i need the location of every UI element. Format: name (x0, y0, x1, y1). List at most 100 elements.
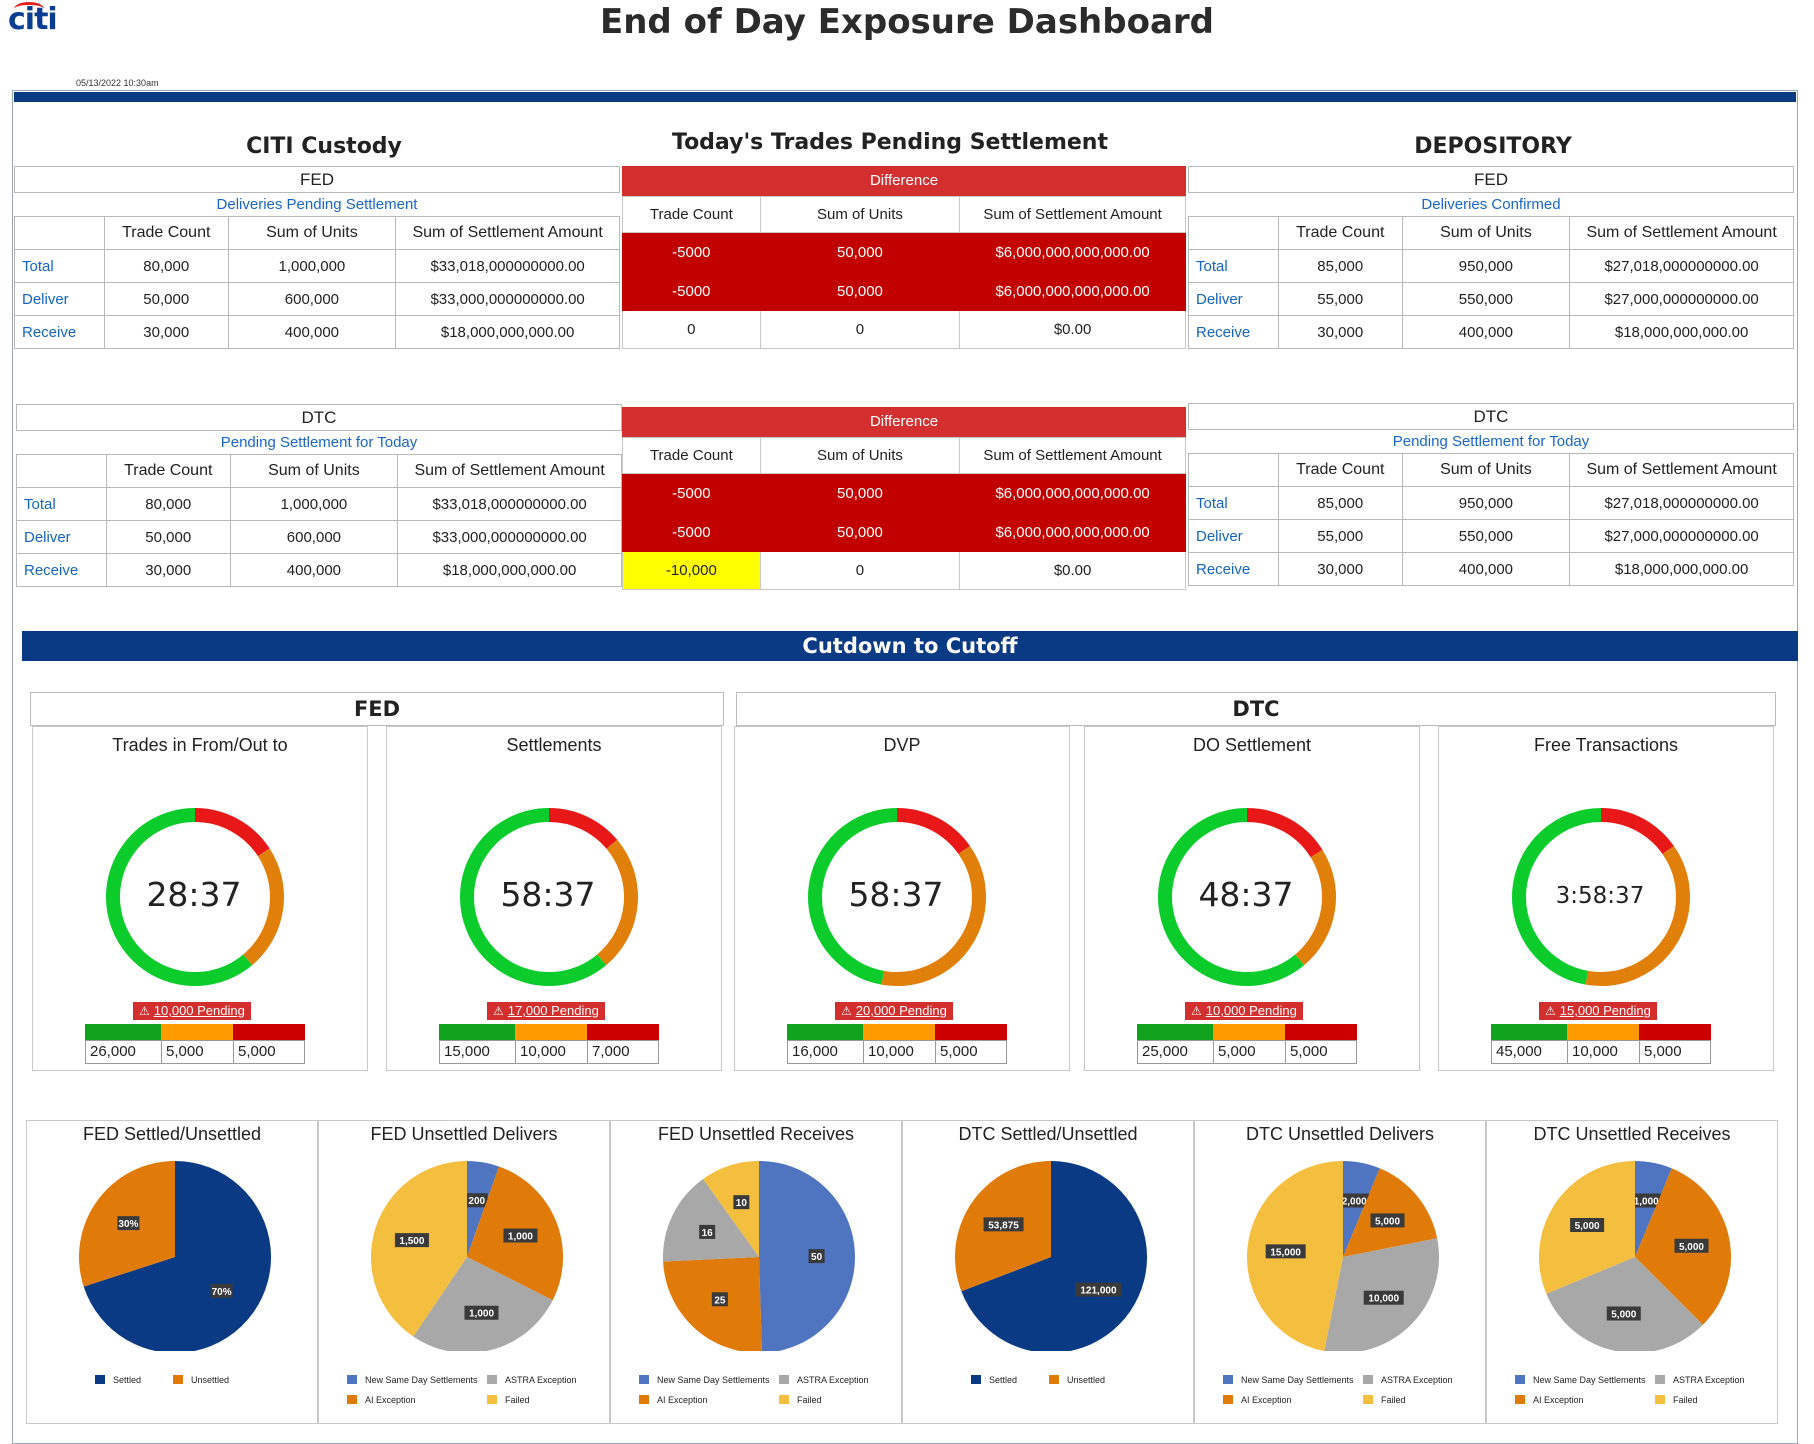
pie-chart: 50 25 16 10 (663, 1161, 855, 1351)
pending-warning-badge[interactable]: ⚠ 10,000 Pending (1185, 1002, 1303, 1020)
red-count: 5,000 (940, 1043, 978, 1060)
depository-fed-row-label[interactable]: Deliver (1188, 282, 1279, 316)
pie-slice[interactable] (1546, 1257, 1703, 1351)
pending-warning-badge[interactable]: ⚠ 15,000 Pending (1539, 1002, 1657, 1020)
pie-slice[interactable] (961, 1161, 1147, 1351)
legend-item[interactable]: AI Exception (347, 1395, 416, 1405)
legend-item[interactable]: Failed (487, 1395, 530, 1405)
status-counts: 25,000 5,000 5,000 (1137, 1040, 1357, 1064)
pending-label: 15,000 Pending (1559, 1003, 1651, 1018)
ring-segment-red (194, 808, 270, 857)
legend-item[interactable]: Failed (1655, 1395, 1698, 1405)
legend-item[interactable]: Settled (95, 1375, 141, 1385)
pie-slice[interactable] (663, 1178, 759, 1262)
pie-slice[interactable] (759, 1161, 855, 1351)
depository-dtc-row-label[interactable]: Receive (1188, 552, 1279, 586)
legend-item[interactable]: New Same Day Settlements (1223, 1375, 1354, 1385)
legend-item[interactable]: Failed (779, 1395, 822, 1405)
legend-item[interactable]: Settled (971, 1375, 1017, 1385)
table-row: Deliver 50,000 600,000 $33,000,000000000.00 (16, 520, 622, 554)
pie-slice[interactable] (467, 1161, 499, 1257)
custody-dtc-table: DTC Pending Settlement for Today Trade Cou… (16, 404, 622, 587)
legend-item[interactable]: New Same Day Settlements (639, 1375, 770, 1385)
cutoff-timer-card: Trades in From/Out to 28:37 ⚠ 10,000 Pendin… (32, 726, 368, 1071)
legend-swatch (95, 1375, 105, 1384)
fed-difference-header: Difference (622, 166, 1186, 196)
amount-cell: $0.00 (959, 551, 1186, 590)
depository-title: DEPOSITORY (1414, 134, 1572, 159)
pie-slice[interactable] (1343, 1161, 1380, 1257)
pie-slice[interactable] (703, 1161, 759, 1257)
slice-label-bg (733, 1195, 750, 1210)
slice-label: 200 (468, 1196, 485, 1207)
custody-fed-row-label[interactable]: Receive (14, 315, 105, 349)
legend-label: ASTRA Exception (1673, 1375, 1745, 1385)
timer-title: Settlements (506, 735, 602, 755)
legend-label: AI Exception (365, 1395, 416, 1405)
custody-fed-row-label[interactable]: Total (14, 249, 105, 283)
depository-dtc-row-label[interactable]: Total (1188, 486, 1279, 520)
custody-dtc-row-label[interactable]: Receive (16, 553, 107, 587)
pie-chart-card: DTC Unsettled Delivers 2,000 5,000 10,000 15… (1194, 1120, 1486, 1424)
pie-slice[interactable] (371, 1161, 467, 1337)
depository-fed-col-header: Trade Count (1277, 216, 1403, 250)
units-cell: 0 (759, 310, 961, 349)
custody-dtc-grid: DTC Pending Settlement for Today Trade Cou… (16, 404, 622, 587)
pie-slice[interactable] (83, 1161, 271, 1351)
legend-swatch (1049, 1375, 1059, 1384)
pie-chart-title: DTC Settled/Unsettled (958, 1124, 1138, 1144)
pie-slice[interactable] (1343, 1168, 1438, 1257)
slice-label: 10 (736, 1198, 748, 1209)
pending-warning-badge[interactable]: ⚠ 10,000 Pending (133, 1002, 251, 1020)
slice-label-bg (117, 1216, 140, 1231)
units-cell: 600,000 (227, 282, 397, 316)
trade-count-cell: 80,000 (105, 487, 231, 521)
pending-warning-badge[interactable]: ⚠ 20,000 Pending (835, 1002, 953, 1020)
custody-dtc-row-label[interactable]: Total (16, 487, 107, 521)
status-color-bar (85, 1024, 305, 1040)
legend-item[interactable]: AI Exception (1223, 1395, 1292, 1405)
legend-item[interactable]: Failed (1363, 1395, 1406, 1405)
report-timestamp: 05/13/2022 10:30am (76, 78, 159, 88)
units-cell: 550,000 (1401, 519, 1571, 553)
legend-item[interactable]: ASTRA Exception (779, 1375, 869, 1385)
amount-cell: $33,018,000000000.00 (395, 249, 620, 283)
countdown-ring (808, 808, 986, 986)
depository-fed-row-label[interactable]: Receive (1188, 315, 1279, 349)
legend-item[interactable]: New Same Day Settlements (347, 1375, 478, 1385)
custody-fed-row-label[interactable]: Deliver (14, 282, 105, 316)
slice-label-bg (1606, 1306, 1641, 1321)
legend-item[interactable]: AI Exception (639, 1395, 708, 1405)
trade-count-cell: 85,000 (1277, 249, 1403, 283)
pending-warning-badge[interactable]: ⚠ 17,000 Pending (487, 1002, 605, 1020)
legend-item[interactable]: Unsettled (173, 1375, 229, 1385)
units-cell: 550,000 (1401, 282, 1571, 316)
countdown-ring (1512, 808, 1690, 986)
depository-fed-row-label[interactable]: Total (1188, 249, 1279, 283)
legend-item[interactable]: ASTRA Exception (487, 1375, 577, 1385)
legend-label: ASTRA Exception (1381, 1375, 1453, 1385)
table-row: -5000 50,000 $6,000,000,000,000.00 (622, 232, 1186, 272)
cutoff-timer-card: Settlements 58:37 ⚠ 17,000 Pending 15,000 10,… (386, 726, 722, 1071)
legend-item[interactable]: New Same Day Settlements (1515, 1375, 1646, 1385)
pie-slice[interactable] (413, 1257, 553, 1351)
pie-chart-title: FED Unsettled Delivers (370, 1124, 558, 1144)
custody-dtc-row-label[interactable]: Deliver (16, 520, 107, 554)
pie-chart: 1,000 5,000 5,000 5,000 (1539, 1161, 1731, 1351)
depository-fed-header: FED (1188, 166, 1794, 193)
depository-dtc-row-label[interactable]: Deliver (1188, 519, 1279, 553)
custody-fed-col-header: Sum of Settlement Amount (395, 216, 620, 250)
custody-fed-grid: FED Deliveries Pending Settlement Trade Co… (14, 166, 620, 349)
green-count: 26,000 (86, 1041, 162, 1063)
amount-cell: $18,000,000,000.00 (1569, 315, 1794, 349)
legend-item[interactable]: ASTRA Exception (1655, 1375, 1745, 1385)
legend-item[interactable]: AI Exception (1515, 1395, 1584, 1405)
slice-label: 5,000 (1679, 1242, 1704, 1253)
pie-chart: 121,000 53,875 (955, 1161, 1147, 1351)
legend-item[interactable]: Unsettled (1049, 1375, 1105, 1385)
legend-item[interactable]: ASTRA Exception (1363, 1375, 1453, 1385)
units-cell: 400,000 (227, 315, 397, 349)
slice-label-bg (464, 1305, 499, 1320)
pie-slice[interactable] (1635, 1161, 1672, 1257)
amount-cell: $27,018,000000000.00 (1569, 249, 1794, 283)
